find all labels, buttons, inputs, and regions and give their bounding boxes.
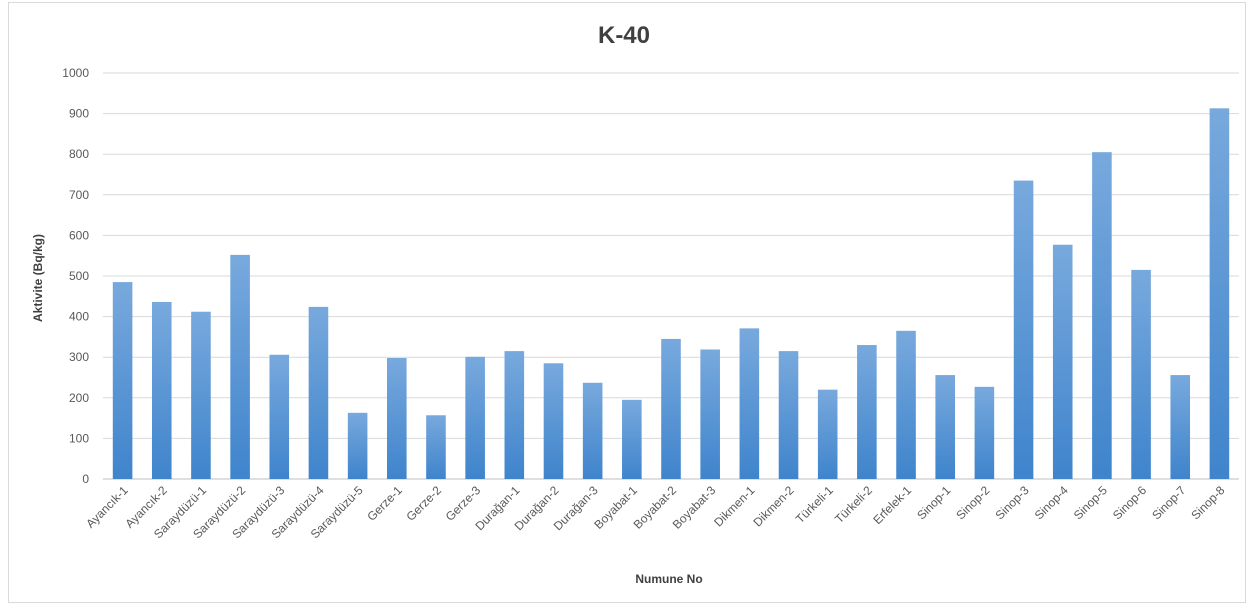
bar bbox=[1209, 108, 1230, 480]
y-tick-label: 200 bbox=[69, 391, 89, 405]
x-tick-label: Gerze-2 bbox=[404, 483, 445, 524]
bar bbox=[426, 415, 446, 479]
bars bbox=[112, 108, 1230, 480]
bar bbox=[543, 363, 564, 479]
x-tick-label: Dikmen-2 bbox=[750, 483, 796, 529]
bar bbox=[1131, 269, 1151, 479]
x-tick-label: Erfelek-1 bbox=[870, 483, 914, 527]
bar bbox=[817, 389, 838, 479]
y-tick-label: 900 bbox=[69, 107, 89, 121]
chart-frame: K-40 0 100 200 300 400 500 600 700 800 900 1000 Ay… bbox=[8, 2, 1246, 603]
bar bbox=[191, 311, 211, 479]
gridlines bbox=[103, 72, 1239, 480]
y-tick-label: 0 bbox=[82, 472, 89, 486]
bar bbox=[387, 358, 407, 479]
bar bbox=[1170, 375, 1191, 479]
x-tick-label: Sinop-4 bbox=[1032, 483, 1071, 522]
bar bbox=[347, 412, 368, 479]
x-tick-label: Türkeli-2 bbox=[832, 483, 875, 526]
x-tick-label: Türkeli-1 bbox=[793, 483, 836, 526]
bar bbox=[778, 351, 799, 479]
x-tick-label: Sinop-2 bbox=[953, 483, 992, 522]
bar bbox=[935, 375, 955, 479]
y-tick-label: 700 bbox=[69, 188, 89, 202]
bar bbox=[151, 301, 172, 479]
y-tick-label: 500 bbox=[69, 269, 89, 283]
y-tick-label: 400 bbox=[69, 310, 89, 324]
y-tick-label: 100 bbox=[69, 431, 89, 445]
bar bbox=[857, 345, 877, 479]
bar bbox=[974, 386, 995, 479]
bar bbox=[896, 330, 916, 479]
bar bbox=[1052, 244, 1073, 479]
bar bbox=[582, 382, 603, 479]
y-axis-ticks: 0 100 200 300 400 500 600 700 800 900 1000 bbox=[62, 66, 89, 486]
bar bbox=[1013, 180, 1034, 479]
x-axis-title: Numune No bbox=[635, 572, 702, 586]
y-tick-label: 800 bbox=[69, 147, 89, 161]
y-tick-label: 300 bbox=[69, 350, 89, 364]
x-tick-label: Sinop-6 bbox=[1110, 483, 1149, 522]
y-axis-title: Aktivite (Bq/kg) bbox=[31, 234, 45, 322]
bar bbox=[700, 349, 720, 479]
x-tick-label: Dikmen-1 bbox=[711, 483, 757, 529]
x-tick-label: Sinop-1 bbox=[914, 483, 953, 522]
x-tick-label: Sinop-5 bbox=[1071, 483, 1110, 522]
bar bbox=[308, 306, 329, 479]
bar bbox=[230, 254, 250, 479]
y-tick-label: 1000 bbox=[62, 66, 89, 80]
chart-title: K-40 bbox=[598, 22, 650, 49]
x-tick-label: Sinop-8 bbox=[1188, 483, 1227, 522]
x-axis-ticks: Ayancık-1Ayancık-2Saraydüzü-1Saraydüzü-2… bbox=[83, 483, 1228, 541]
bar bbox=[739, 328, 760, 479]
bar-chart: K-40 0 100 200 300 400 500 600 700 800 900 1000 Ay… bbox=[31, 22, 1239, 586]
y-tick-label: 600 bbox=[69, 228, 89, 242]
bar bbox=[622, 399, 642, 479]
bar bbox=[661, 338, 681, 479]
x-tick-label: Gerze-1 bbox=[364, 483, 405, 524]
bar bbox=[112, 282, 133, 479]
x-tick-label: Sinop-3 bbox=[993, 483, 1032, 522]
bar bbox=[269, 354, 290, 479]
bar bbox=[504, 351, 525, 479]
bar bbox=[1092, 152, 1112, 480]
x-tick-label: Sinop-7 bbox=[1149, 483, 1188, 522]
x-tick-label: Boyabat-3 bbox=[670, 483, 719, 532]
bar bbox=[465, 356, 485, 479]
